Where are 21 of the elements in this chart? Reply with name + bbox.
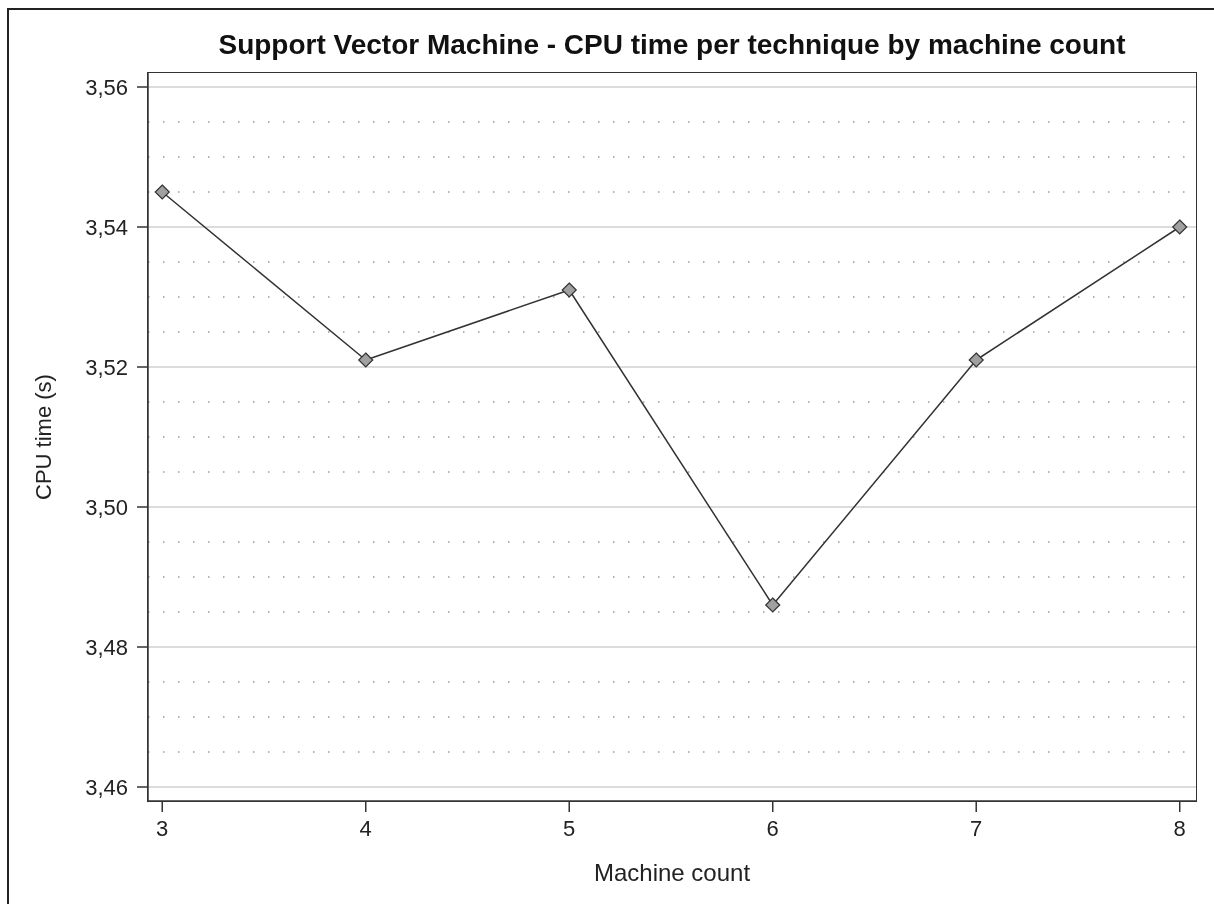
x-tick-label: 4 [359,815,372,841]
point [765,597,781,613]
y-tick-label: 3,46 [85,774,128,800]
x-tick-label: 6 [766,815,779,841]
x-tick-label: 8 [1173,815,1186,841]
y-tick-label: 3,54 [85,214,128,240]
point [358,352,374,368]
y-tick-label: 3,52 [85,354,128,380]
y-axis-title: CPU time (s) [31,374,57,500]
point [968,352,984,368]
x-tick-label: 3 [156,815,169,841]
x-tick-label: 7 [970,815,983,841]
y-tick-label: 3,48 [85,634,128,660]
point [1172,219,1188,235]
chart-title: Support Vector Machine - CPU time per technique by machine count [217,29,1127,61]
point [154,184,170,200]
x-axis-title: Machine count [592,858,752,888]
y-tick-label: 3,56 [85,74,128,100]
x-tick-label: 5 [563,815,576,841]
y-tick-label: 3,50 [85,494,128,520]
point [561,282,577,298]
